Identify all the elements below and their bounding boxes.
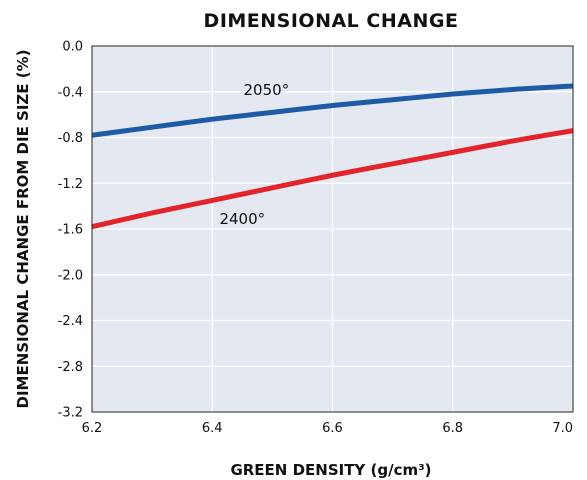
y-tick-label: 0.0 — [62, 40, 83, 55]
series-label: 2050° — [244, 81, 290, 99]
series-line-1 — [91, 128, 574, 230]
y-tick-label: -1.6 — [58, 223, 83, 238]
chart-title: DIMENSIONAL CHANGE — [204, 10, 459, 32]
plot-frame — [91, 45, 574, 413]
x-tick-label: 6.8 — [442, 421, 463, 436]
x-tick-label: 6.4 — [202, 421, 223, 436]
y-axis-ticks: 0.0 -0.4 -0.8 -1.2 -1.6 -2.0 -2.4 -2.8 -3.2 — [58, 40, 83, 421]
y-tick-label: -2.0 — [58, 268, 83, 283]
y-tick-label: -0.8 — [58, 131, 83, 146]
series-line-0 — [91, 83, 574, 138]
series-annotations: 2050° 2400° — [219, 81, 289, 228]
y-tick-label: -3.2 — [58, 406, 83, 421]
y-tick-label: -1.2 — [58, 177, 83, 192]
x-tick-label: 6.2 — [82, 421, 103, 436]
x-tick-label: 7.0 — [552, 421, 573, 436]
y-tick-label: -2.8 — [58, 360, 83, 375]
series-label: 2400° — [219, 210, 265, 228]
series-lines — [91, 83, 574, 230]
y-tick-label: -0.4 — [58, 85, 83, 100]
y-tick-label: -2.4 — [58, 314, 83, 329]
x-axis-ticks: 6.2 6.4 6.6 6.8 7.0 — [82, 421, 573, 436]
x-tick-label: 6.6 — [322, 421, 343, 436]
y-axis-label: DIMENSIONAL CHANGE FROM DIE SIZE (%) — [14, 49, 32, 408]
x-axis-label: GREEN DENSITY (g/cm³) — [230, 461, 431, 479]
